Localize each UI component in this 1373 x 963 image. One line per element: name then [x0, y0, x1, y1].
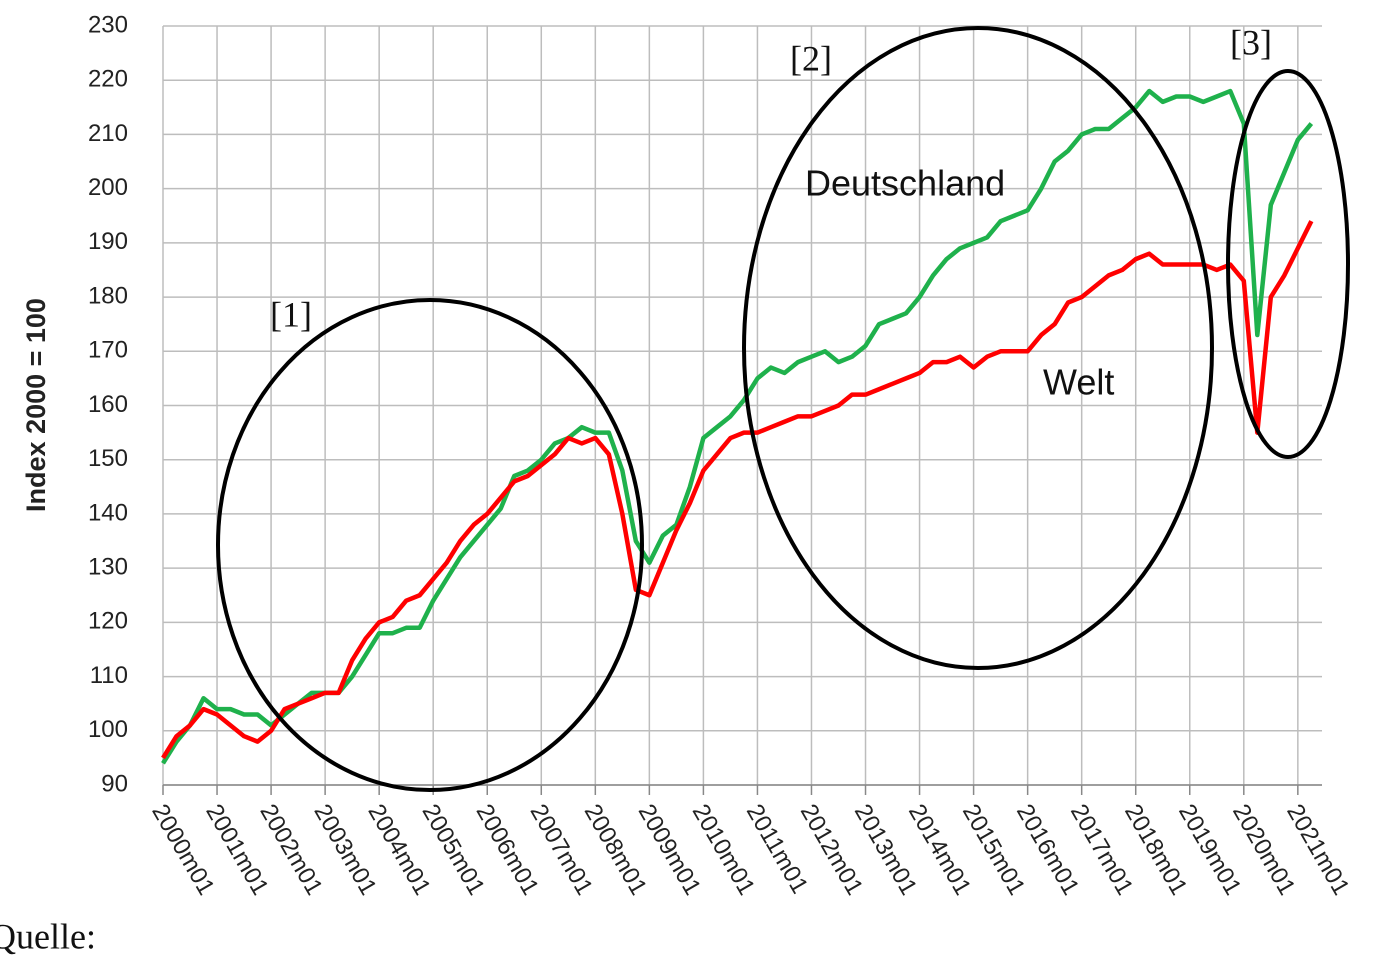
y-tick-label: 150 [88, 445, 128, 472]
y-tick-label: 200 [88, 174, 128, 201]
y-tick-label: 110 [90, 662, 128, 689]
line-series [161, 88, 1314, 765]
source-note: Quelle: [0, 916, 96, 956]
series-label: Deutschland [805, 163, 1005, 204]
y-tick-label: 160 [88, 391, 128, 418]
annotation: [3] [1230, 22, 1272, 62]
y-tick-label: 90 [101, 770, 128, 797]
highlight-ellipse [1226, 69, 1350, 459]
y-axis-label: Index 2000 = 100 [21, 298, 51, 512]
y-tick-label: 210 [88, 120, 128, 147]
y-tick-label: 130 [88, 553, 128, 580]
annotation: [1] [270, 294, 312, 334]
highlight-ellipse [742, 26, 1214, 670]
y-tick-label: 230 [88, 11, 128, 38]
y-tick-label: 190 [88, 228, 128, 255]
annotation: [2] [790, 38, 832, 78]
highlight-ellipse [216, 298, 644, 792]
y-tick-label: 120 [88, 608, 128, 635]
y-tick-label: 170 [88, 337, 128, 364]
y-tick-label: 140 [88, 499, 128, 526]
y-tick-label: 100 [88, 716, 128, 743]
line-series [161, 220, 1314, 760]
y-tick-label: 180 [88, 282, 128, 309]
y-tick-label: 220 [88, 66, 128, 93]
series-label: Welt [1043, 362, 1114, 403]
